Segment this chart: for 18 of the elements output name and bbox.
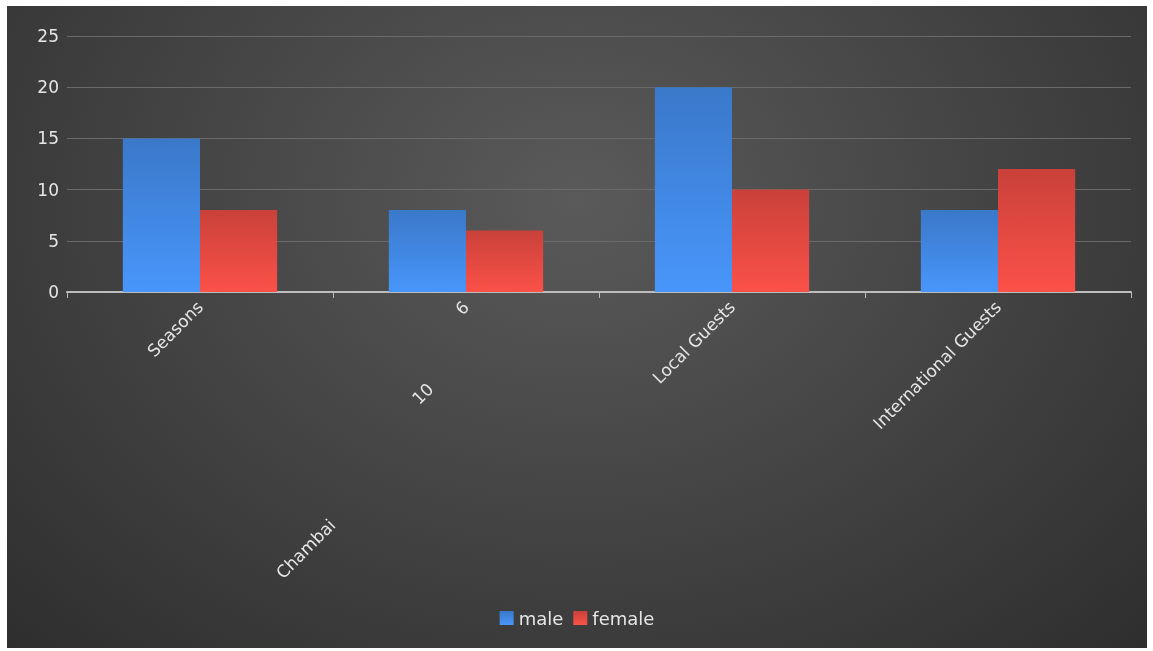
y-tick-label: 20 xyxy=(37,77,59,98)
bar xyxy=(998,169,1076,292)
bar xyxy=(388,210,466,292)
y-tick-label: 25 xyxy=(37,26,59,46)
bar xyxy=(122,138,200,292)
legend-label: male xyxy=(518,607,564,629)
y-tick-label: 5 xyxy=(48,230,59,251)
bar xyxy=(466,230,544,292)
bar xyxy=(920,210,998,292)
x-tick-label: 6 xyxy=(451,296,474,319)
y-tick-label: 15 xyxy=(37,128,59,149)
legend-label: female xyxy=(592,607,655,629)
bar xyxy=(200,210,278,292)
bar xyxy=(732,189,810,292)
text: 10 xyxy=(407,378,438,409)
y-tick-label: 0 xyxy=(48,282,59,302)
y-tick-label: 10 xyxy=(37,179,59,200)
bar xyxy=(654,87,732,292)
